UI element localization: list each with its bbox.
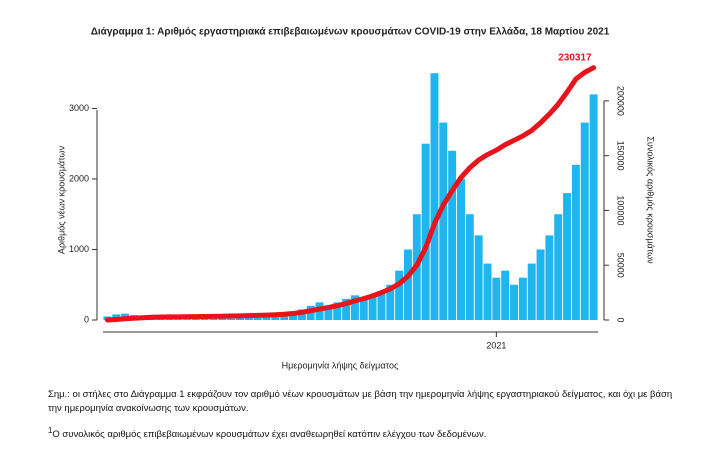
y2-axis-title: Συνολικός αριθμός κρουσμάτων	[646, 136, 656, 264]
y-axis-title: Αριθμός νέων κρουσμάτων	[56, 145, 66, 254]
bar	[165, 318, 174, 320]
y-tick-label: 2000	[69, 173, 89, 183]
bar	[474, 235, 483, 320]
bar	[200, 318, 209, 320]
bar	[386, 284, 395, 320]
y-tick-label: 0	[84, 314, 89, 324]
bar	[333, 302, 342, 320]
footnote-text: Ο συνολικός αριθμός επιβεβαιωμένων κρουσ…	[52, 429, 487, 441]
bar	[253, 317, 262, 320]
bar	[174, 319, 183, 320]
footnote: 1Ο συνολικός αριθμός επιβεβαιωμένων κρου…	[48, 424, 688, 442]
y2-tick-label: 100000	[616, 195, 626, 225]
bar	[536, 249, 545, 320]
x-axis-title: Ημερομηνία λήψης δείγματος	[282, 360, 399, 370]
bar	[465, 214, 474, 320]
bar	[554, 214, 563, 320]
bar	[439, 122, 448, 320]
bar	[571, 164, 580, 320]
y-tick-label: 3000	[69, 103, 89, 113]
bar	[580, 122, 589, 320]
x-tick-label: 2021	[486, 340, 506, 350]
bar	[545, 235, 554, 320]
y2-tick-label: 50000	[616, 253, 626, 278]
bar	[492, 277, 501, 320]
footnote-mark: 1	[48, 426, 53, 435]
bar	[244, 317, 253, 320]
bar	[262, 317, 271, 320]
bar	[191, 318, 200, 320]
bar	[342, 298, 351, 320]
bar	[218, 318, 227, 320]
bar	[350, 295, 359, 320]
bar	[589, 94, 598, 320]
bar	[359, 298, 368, 320]
y2-tick-label: 0	[616, 317, 626, 322]
bar	[324, 305, 333, 320]
bar	[457, 178, 465, 320]
bar	[510, 284, 519, 320]
bar	[271, 316, 280, 320]
bar	[421, 143, 430, 320]
bar	[403, 249, 412, 320]
y2-tick-label: 150000	[616, 141, 626, 171]
data-label: 230317	[558, 52, 592, 63]
bar	[430, 73, 439, 320]
bar	[377, 291, 386, 320]
chart-title: Διάγραμμα 1: Αριθμός εργαστηριακά επιβεβ…	[91, 27, 610, 38]
bar	[527, 263, 536, 320]
chart: Διάγραμμα 1: Αριθμός εργαστηριακά επιβεβ…	[56, 27, 656, 371]
bar	[395, 270, 404, 320]
note: Σημ.: οι στήλες στο Διάγραμμα 1 εκφράζου…	[48, 389, 673, 414]
bar	[209, 318, 218, 320]
bar	[563, 193, 572, 320]
bar	[518, 277, 527, 320]
bar	[448, 150, 457, 320]
bar	[227, 318, 236, 320]
bar	[368, 295, 377, 320]
bar	[280, 315, 289, 320]
cumulative-line	[104, 65, 597, 323]
y2-tick-label: 200000	[616, 86, 626, 116]
bar	[289, 312, 298, 320]
bar	[483, 263, 492, 320]
y-tick-label: 1000	[69, 244, 89, 254]
bar	[182, 319, 191, 320]
bar	[501, 270, 510, 320]
bar	[236, 317, 244, 320]
